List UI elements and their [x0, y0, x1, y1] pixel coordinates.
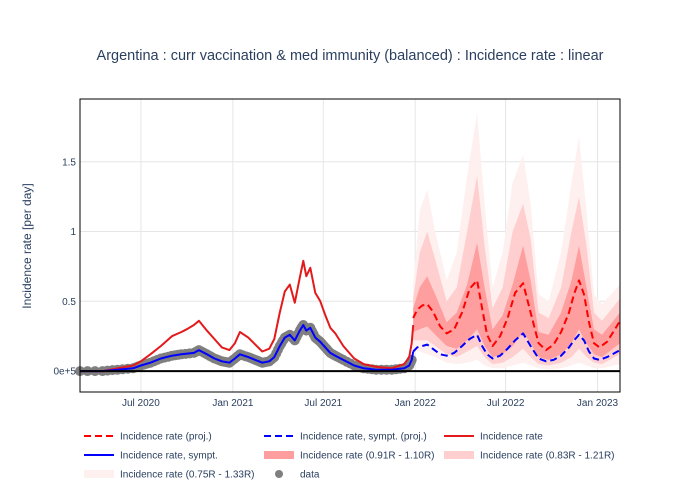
- legend-item[interactable]: Incidence rate (proj.): [84, 432, 212, 443]
- legend-swatch-band: [264, 451, 294, 459]
- y-tick-label: 1: [70, 227, 76, 238]
- legend-item[interactable]: Incidence rate, sympt. (proj.): [264, 432, 427, 443]
- x-axis-ticks: Jul 2020 Jan 2021 Jul 2021 Jan 2022 Jul 2022…: [122, 398, 619, 409]
- x-tick-label: Jan 2021: [212, 398, 254, 409]
- x-tick-label: Jan 2022: [395, 398, 437, 409]
- legend-swatch-band: [444, 451, 474, 459]
- series-incidence-rate-sympt-: [80, 324, 415, 373]
- legend-item[interactable]: Incidence rate: [444, 432, 543, 443]
- x-tick-label: Jul 2021: [304, 398, 342, 409]
- legend-label: data: [300, 470, 320, 481]
- legend-item[interactable]: Incidence rate, sympt.: [84, 451, 218, 462]
- legend-swatch-marker: [275, 470, 283, 478]
- x-tick-label: Jul 2020: [122, 398, 160, 409]
- plot-frame: [79, 98, 621, 393]
- legend-label: Incidence rate (0.75R - 1.33R): [120, 470, 255, 481]
- series-incidence-rate-sympt-proj-: [412, 332, 621, 363]
- y-tick-label: 0.5: [62, 297, 76, 308]
- x-tick-label: Jul 2022: [487, 398, 525, 409]
- legend-label: Incidence rate, sympt.: [120, 451, 218, 462]
- legend-label: Incidence rate, sympt. (proj.): [300, 432, 427, 443]
- legend-label: Incidence rate (0.83R - 1.21R): [480, 451, 615, 462]
- y-axis-ticks: 0e+5 0.5 1 1.5: [53, 157, 76, 377]
- band-incidence-rate-0-91r-1-10r-: [413, 242, 620, 360]
- y-tick-label: 0e+5: [53, 367, 76, 378]
- series-incidence-rate-proj-: [412, 279, 621, 352]
- legend-label: Incidence rate (0.91R - 1.10R): [300, 451, 435, 462]
- legend-swatch-band: [84, 470, 114, 478]
- legend[interactable]: Incidence rate (proj.) Incidence rate, sy…: [84, 432, 615, 481]
- y-axis-label: Incidence rate [per day]: [20, 183, 34, 308]
- y-tick-label: 1.5: [62, 157, 76, 168]
- legend-item[interactable]: Incidence rate (0.75R - 1.33R): [84, 470, 255, 481]
- legend-item[interactable]: Incidence rate (0.83R - 1.21R): [444, 451, 615, 462]
- legend-label: Incidence rate (proj.): [120, 432, 212, 443]
- series-lines: [80, 259, 621, 373]
- chart-title: Argentina : curr vaccination & med immun…: [97, 48, 604, 64]
- legend-item[interactable]: Incidence rate (0.91R - 1.10R): [264, 451, 435, 462]
- x-tick-label: Jan 2023: [577, 398, 619, 409]
- legend-item[interactable]: data: [275, 470, 320, 481]
- legend-label: Incidence rate: [480, 432, 543, 443]
- series-incidence-rate: [80, 259, 415, 373]
